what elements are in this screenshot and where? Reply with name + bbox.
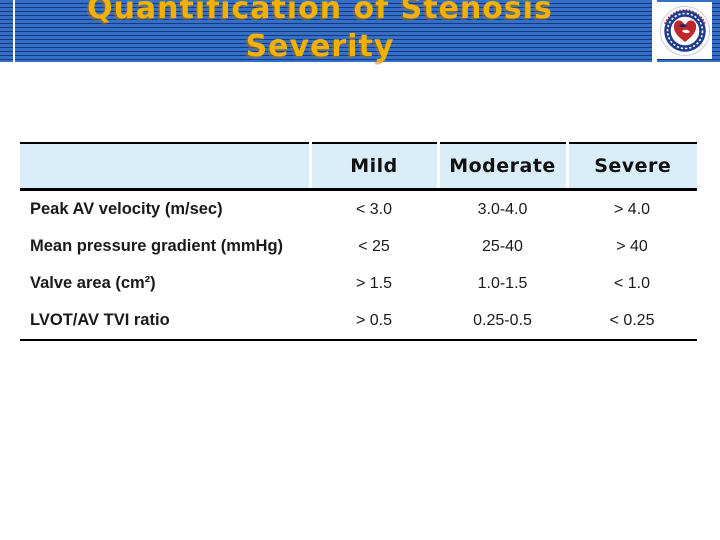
society-logo (657, 2, 712, 59)
header-mild: Mild (308, 143, 438, 191)
slide-title-line2: Severity (245, 29, 395, 64)
header-moderate: Moderate (436, 143, 567, 191)
cell-severe: > 4.0 (567, 189, 697, 228)
cell-moderate: 1.0-1.5 (438, 265, 567, 302)
cell-mild: < 25 (310, 228, 438, 265)
cell-mild: > 0.5 (310, 302, 438, 340)
cell-mild: > 1.5 (310, 265, 438, 302)
cell-moderate: 25-40 (438, 228, 567, 265)
table-row-valve-area: Valve area (cm²) > 1.5 1.0-1.5 < 1.0 (20, 265, 697, 302)
table-header-row: Mild Moderate Severe (20, 143, 697, 191)
cell-severe: < 1.0 (567, 265, 697, 302)
cell-severe: > 40 (567, 228, 697, 265)
row-label: Mean pressure gradient (mmHg) (20, 228, 310, 265)
banner-left-divider (13, 0, 15, 62)
table-row-lvot-av-tvi: LVOT/AV TVI ratio > 0.5 0.25-0.5 < 0.25 (20, 302, 697, 340)
cell-severe: < 0.25 (567, 302, 697, 340)
row-label: LVOT/AV TVI ratio (20, 302, 310, 340)
table-row-peak-av-velocity: Peak AV velocity (m/sec) < 3.0 3.0-4.0 >… (20, 189, 697, 228)
row-label: Peak AV velocity (m/sec) (20, 189, 310, 228)
slide-title-line1: Quantification of Stenosis (87, 0, 553, 26)
header-corner-cell (20, 143, 310, 191)
echocardiography-seal-icon (659, 5, 710, 56)
stenosis-severity-table: Mild Moderate Severe Peak AV velocity (m… (20, 142, 697, 341)
header-severe: Severe (565, 143, 697, 191)
cell-moderate: 3.0-4.0 (438, 189, 567, 228)
table-row-mean-gradient: Mean pressure gradient (mmHg) < 25 25-40… (20, 228, 697, 265)
cell-moderate: 0.25-0.5 (438, 302, 567, 340)
slide-title: Quantification of Stenosis Severity (14, 0, 626, 66)
banner-right-divider (652, 0, 657, 62)
row-label: Valve area (cm²) (20, 265, 310, 302)
cell-mild: < 3.0 (310, 189, 438, 228)
title-banner (0, 0, 720, 62)
